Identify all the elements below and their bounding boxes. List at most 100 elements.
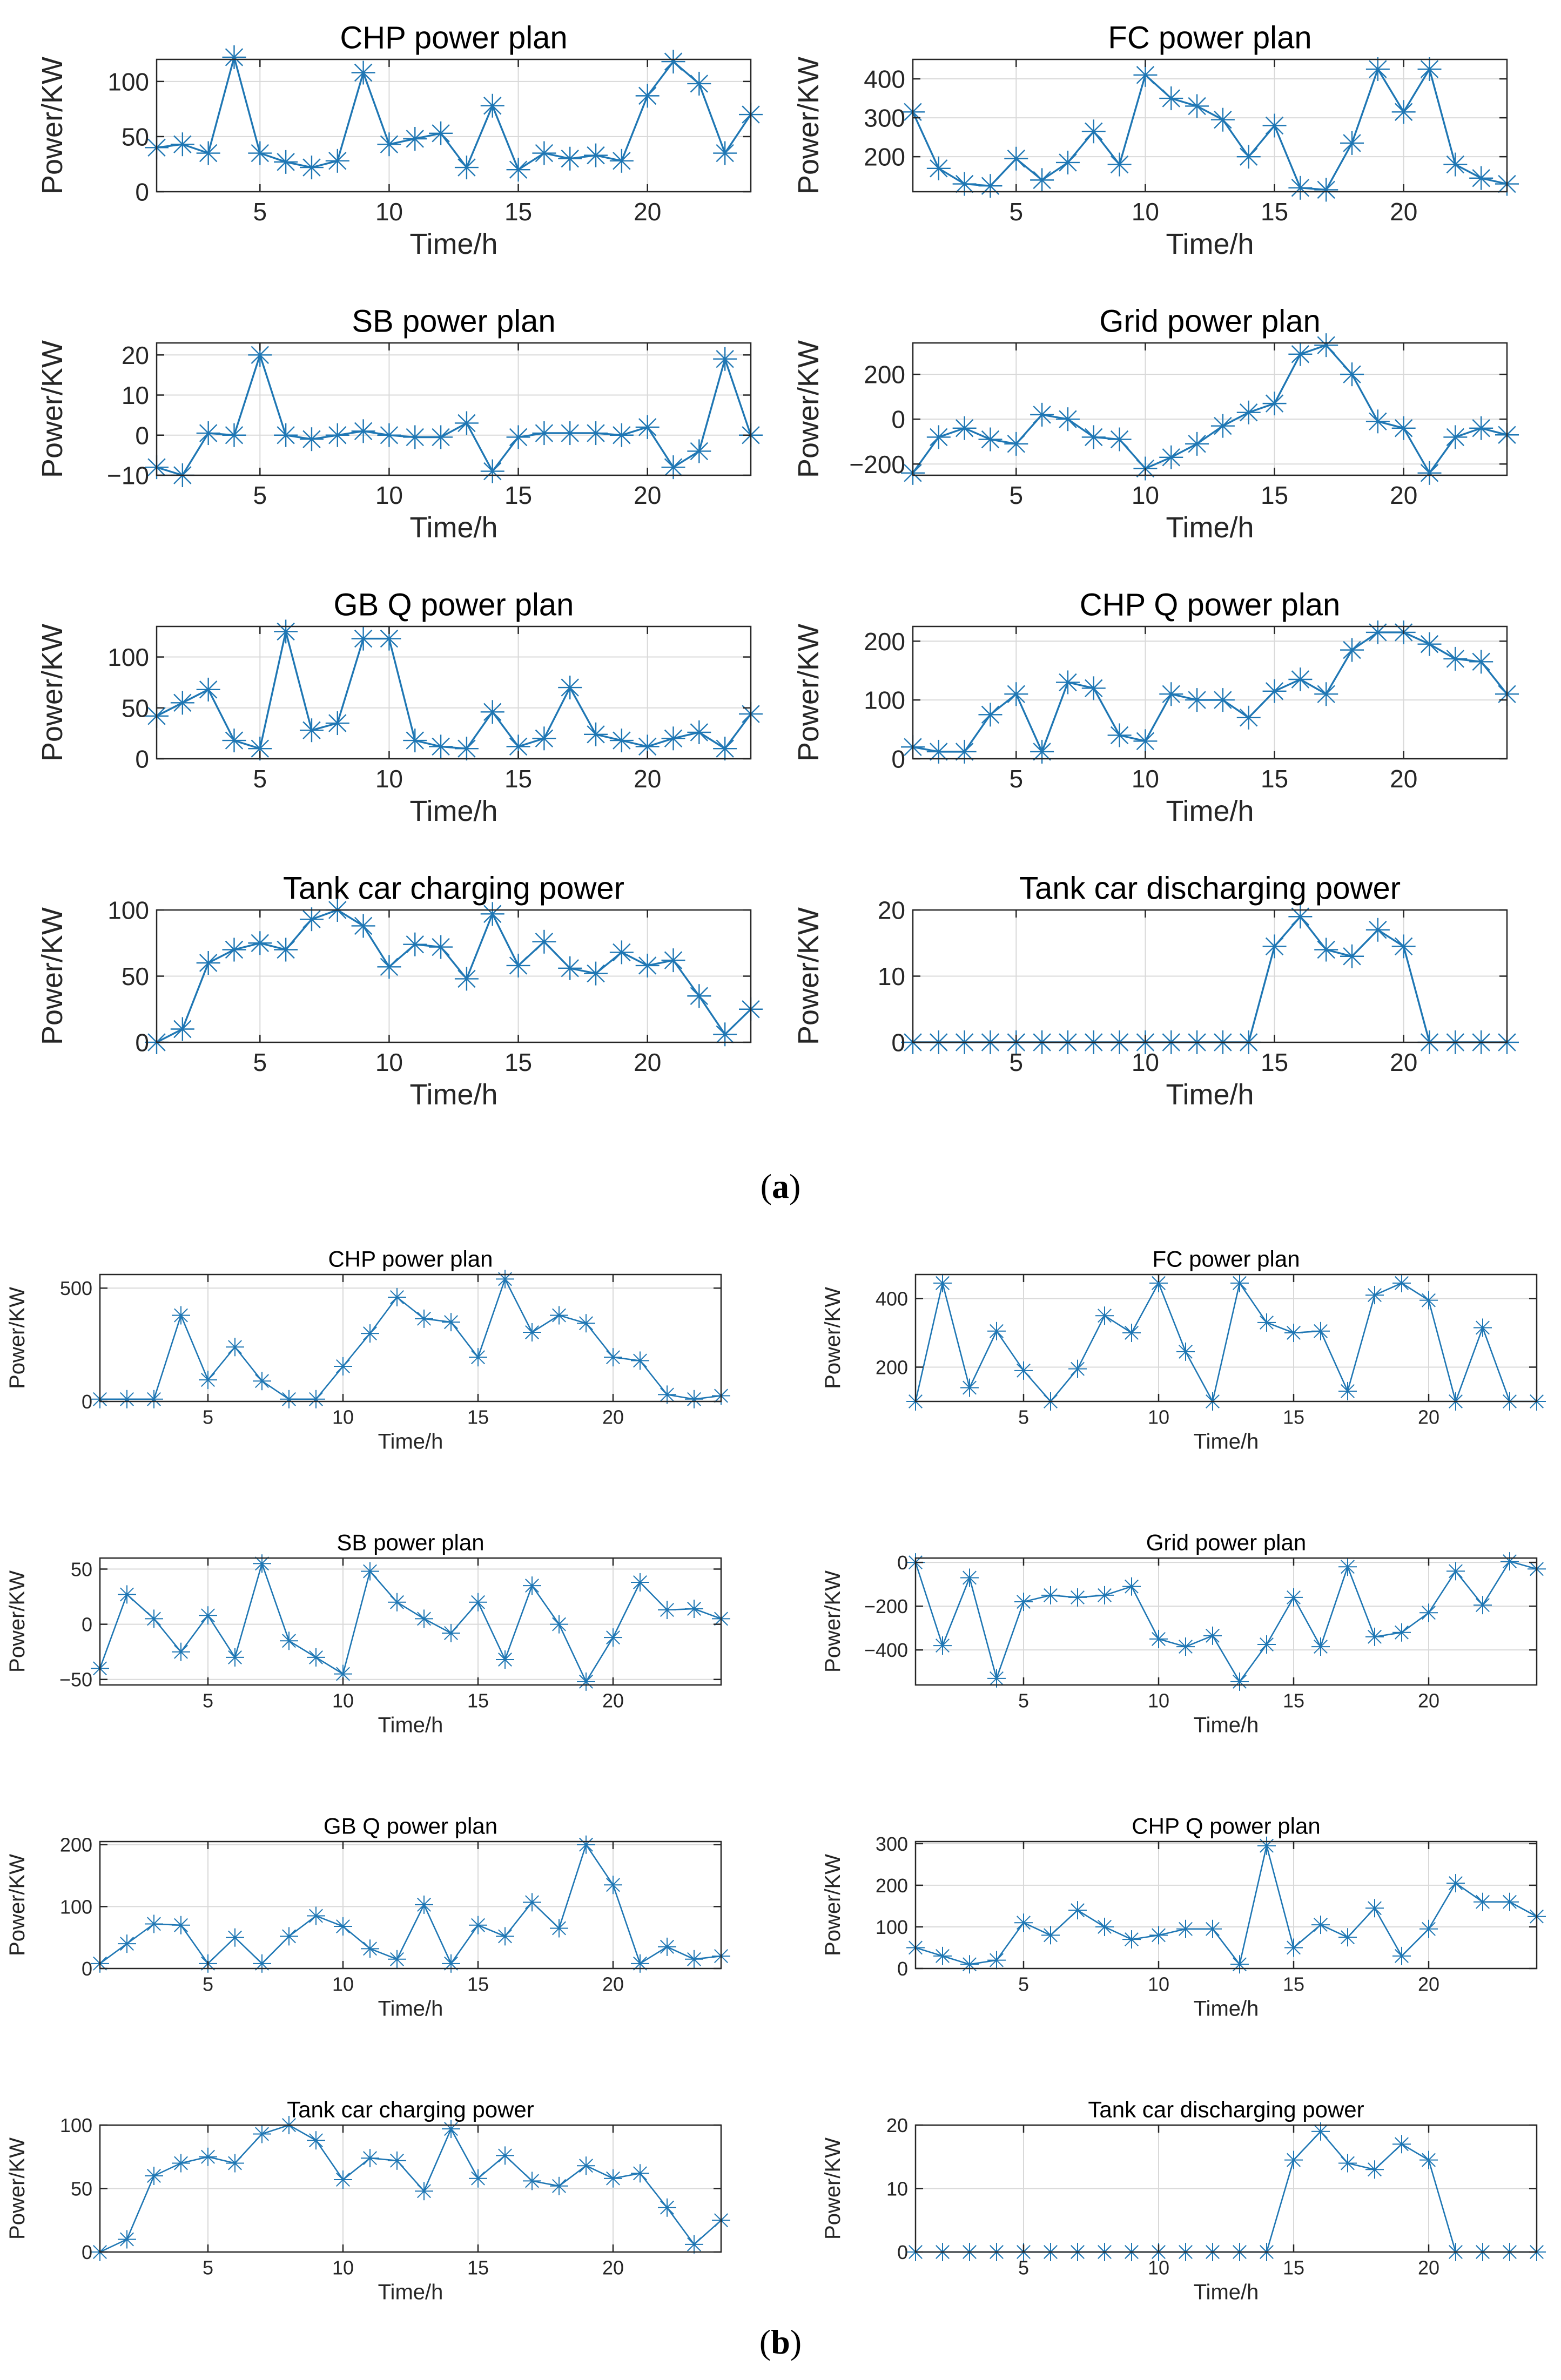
- data-point: [307, 1906, 325, 1925]
- chart-title: Tank car charging power: [283, 871, 624, 906]
- x-tick-label: 20: [1390, 765, 1417, 793]
- x-axis-label: Time/h: [1194, 1430, 1259, 1453]
- x-tick-label: 20: [1390, 481, 1417, 509]
- data-point: [415, 1609, 433, 1628]
- data-point: [442, 1623, 460, 1642]
- data-point: [1284, 1323, 1303, 1342]
- data-point: [1004, 146, 1028, 171]
- data-point: [1365, 2160, 1384, 2179]
- data-point: [1159, 86, 1183, 111]
- data-point: [325, 711, 349, 736]
- data-point: [960, 1955, 979, 1974]
- data-point: [1365, 620, 1390, 644]
- axes-box: [99, 1840, 722, 1970]
- data-point: [480, 700, 504, 724]
- data-point: [658, 1385, 676, 1404]
- chart-title: Tank car charging power: [287, 2096, 534, 2122]
- data-point: [1284, 2150, 1303, 2169]
- x-tick-label: 5: [1018, 1973, 1029, 1995]
- data-point: [1311, 2122, 1330, 2141]
- data-point: [584, 961, 608, 986]
- data-point: [1288, 176, 1313, 200]
- data-point: [1068, 1359, 1087, 1378]
- x-tick-label: 5: [203, 1973, 213, 1995]
- data-point: [307, 1648, 325, 1667]
- panel-a-caption: (a): [760, 1167, 801, 1205]
- data-point: [550, 1615, 568, 1634]
- data-point: [199, 1371, 217, 1390]
- data-point: [196, 421, 220, 446]
- x-tick-label: 10: [1148, 1406, 1169, 1428]
- data-point: [1419, 1291, 1438, 1310]
- x-tick-label: 10: [1132, 765, 1159, 793]
- data-point: [454, 411, 479, 435]
- y-tick-label: 50: [122, 962, 149, 990]
- data-point: [506, 953, 530, 977]
- data-point: [577, 2156, 595, 2175]
- data-point: [429, 734, 453, 759]
- y-tick-label: 20: [886, 2114, 908, 2136]
- data-point: [661, 50, 685, 74]
- data-point: [454, 737, 479, 761]
- y-tick-label: 200: [864, 628, 905, 656]
- y-tick-label: 10: [122, 381, 149, 409]
- axes-box: [914, 1557, 1538, 1686]
- data-point: [1391, 100, 1416, 124]
- data-point: [1014, 1361, 1033, 1380]
- data-point: [532, 929, 556, 954]
- data-point: [1419, 2150, 1438, 2169]
- data-point: [480, 459, 504, 483]
- data-point: [1122, 1930, 1141, 1949]
- x-tick-label: 10: [1148, 1689, 1169, 1711]
- data-point: [604, 1628, 622, 1647]
- data-point: [631, 1954, 649, 1973]
- y-axis-label: Power/KW: [5, 2138, 29, 2240]
- data-point: [253, 1954, 271, 1973]
- axes-box: [914, 1840, 1538, 1970]
- data-point: [361, 2149, 379, 2168]
- chart-b-2: 5 10 15 20 200 400 FC power plan Time/h Power/KW: [821, 1246, 1546, 1453]
- data-point: [145, 1390, 163, 1408]
- y-axis-label: Power/KW: [36, 907, 69, 1045]
- data-point: [532, 421, 556, 446]
- y-tick-label: 0: [135, 178, 149, 206]
- data-point: [987, 1951, 1006, 1970]
- data-point: [604, 1876, 622, 1894]
- x-tick-label: 20: [602, 1973, 624, 1995]
- data-point: [506, 158, 530, 182]
- data-point: [199, 2147, 217, 2166]
- data-point: [1230, 1955, 1249, 1974]
- data-point: [1149, 1629, 1168, 1648]
- x-tick-label: 5: [1010, 198, 1024, 226]
- data-point: [1149, 1273, 1168, 1292]
- data-point: [1391, 416, 1416, 440]
- data-point: [1419, 1603, 1438, 1622]
- data-point: [1417, 461, 1442, 485]
- y-tick-label: 500: [60, 1277, 92, 1299]
- data-point: [172, 2154, 190, 2173]
- data-point: [1340, 362, 1364, 387]
- data-point: [1338, 1928, 1357, 1947]
- data-point: [1210, 107, 1235, 132]
- y-tick-label: 0: [82, 1958, 92, 1980]
- x-axis-label: Time/h: [1166, 1078, 1254, 1111]
- data-point: [361, 1939, 379, 1958]
- data-point: [1365, 918, 1390, 942]
- x-tick-label: 20: [1418, 1406, 1439, 1428]
- data-point: [469, 1916, 487, 1934]
- y-tick-label: 0: [897, 1958, 908, 1980]
- data-point: [469, 2169, 487, 2188]
- data-point: [480, 93, 504, 118]
- y-tick-label: 100: [107, 68, 149, 96]
- data-point: [987, 1669, 1006, 1688]
- data-point: [299, 156, 324, 180]
- y-axis-label: Power/KW: [821, 1287, 845, 1389]
- y-tick-label: 300: [876, 1833, 908, 1855]
- plot-area: [100, 1275, 721, 1401]
- x-tick-label: 10: [1132, 481, 1159, 509]
- y-tick-label: 0: [135, 745, 149, 773]
- chart-title: CHP Q power plan: [1080, 588, 1341, 623]
- x-axis-label: Time/h: [409, 511, 497, 544]
- x-tick-label: 20: [1418, 2256, 1439, 2278]
